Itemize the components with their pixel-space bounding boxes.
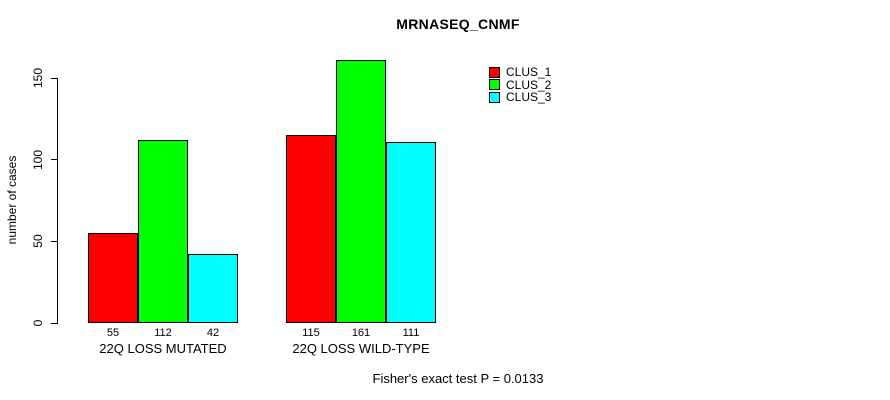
legend-label: CLUS_3 bbox=[506, 90, 552, 105]
bar-clus_2 bbox=[138, 140, 188, 323]
bar-value-label: 111 bbox=[402, 327, 420, 339]
y-tick-label: 0 bbox=[31, 319, 45, 327]
y-tick-mark bbox=[51, 322, 58, 324]
legend-label: CLUS_1 bbox=[506, 65, 552, 80]
bar-value-label: 42 bbox=[206, 327, 220, 339]
group-label: 22Q LOSS WILD-TYPE bbox=[292, 341, 430, 356]
bar-clus_1 bbox=[88, 233, 138, 323]
y-tick-mark bbox=[51, 159, 58, 161]
chart-title: MRNASEQ_CNMF bbox=[396, 16, 520, 32]
bar-clus_3 bbox=[386, 141, 436, 323]
y-axis-title: number of cases bbox=[5, 155, 19, 245]
y-tick-mark bbox=[51, 77, 58, 79]
y-tick-label: 150 bbox=[31, 67, 45, 89]
legend-item-clus_3: CLUS_3 bbox=[489, 91, 551, 104]
bar-clus_2 bbox=[336, 60, 386, 323]
legend: CLUS_1 CLUS_2 CLUS_3 bbox=[489, 66, 551, 104]
legend-swatch bbox=[489, 79, 500, 91]
legend-item-clus_1: CLUS_1 bbox=[489, 66, 551, 79]
legend-item-clus_2: CLUS_2 bbox=[489, 79, 551, 92]
legend-label: CLUS_2 bbox=[506, 77, 552, 92]
y-tick-label: 50 bbox=[31, 234, 45, 249]
y-axis-line bbox=[57, 78, 58, 324]
legend-swatch bbox=[489, 91, 500, 103]
legend-swatch bbox=[489, 66, 500, 78]
y-tick-mark bbox=[51, 240, 58, 242]
annotation-text: Fisher's exact test P = 0.0133 bbox=[372, 371, 544, 386]
bar-value-label: 161 bbox=[351, 327, 371, 339]
group-label: 22Q LOSS MUTATED bbox=[99, 341, 227, 356]
bar-clus_3 bbox=[188, 254, 238, 323]
bar-clus_1 bbox=[286, 135, 336, 323]
y-tick-label: 100 bbox=[31, 149, 45, 170]
bar-value-label: 112 bbox=[154, 327, 172, 339]
bar-value-label: 115 bbox=[302, 327, 320, 339]
bar-value-label: 55 bbox=[106, 327, 120, 339]
